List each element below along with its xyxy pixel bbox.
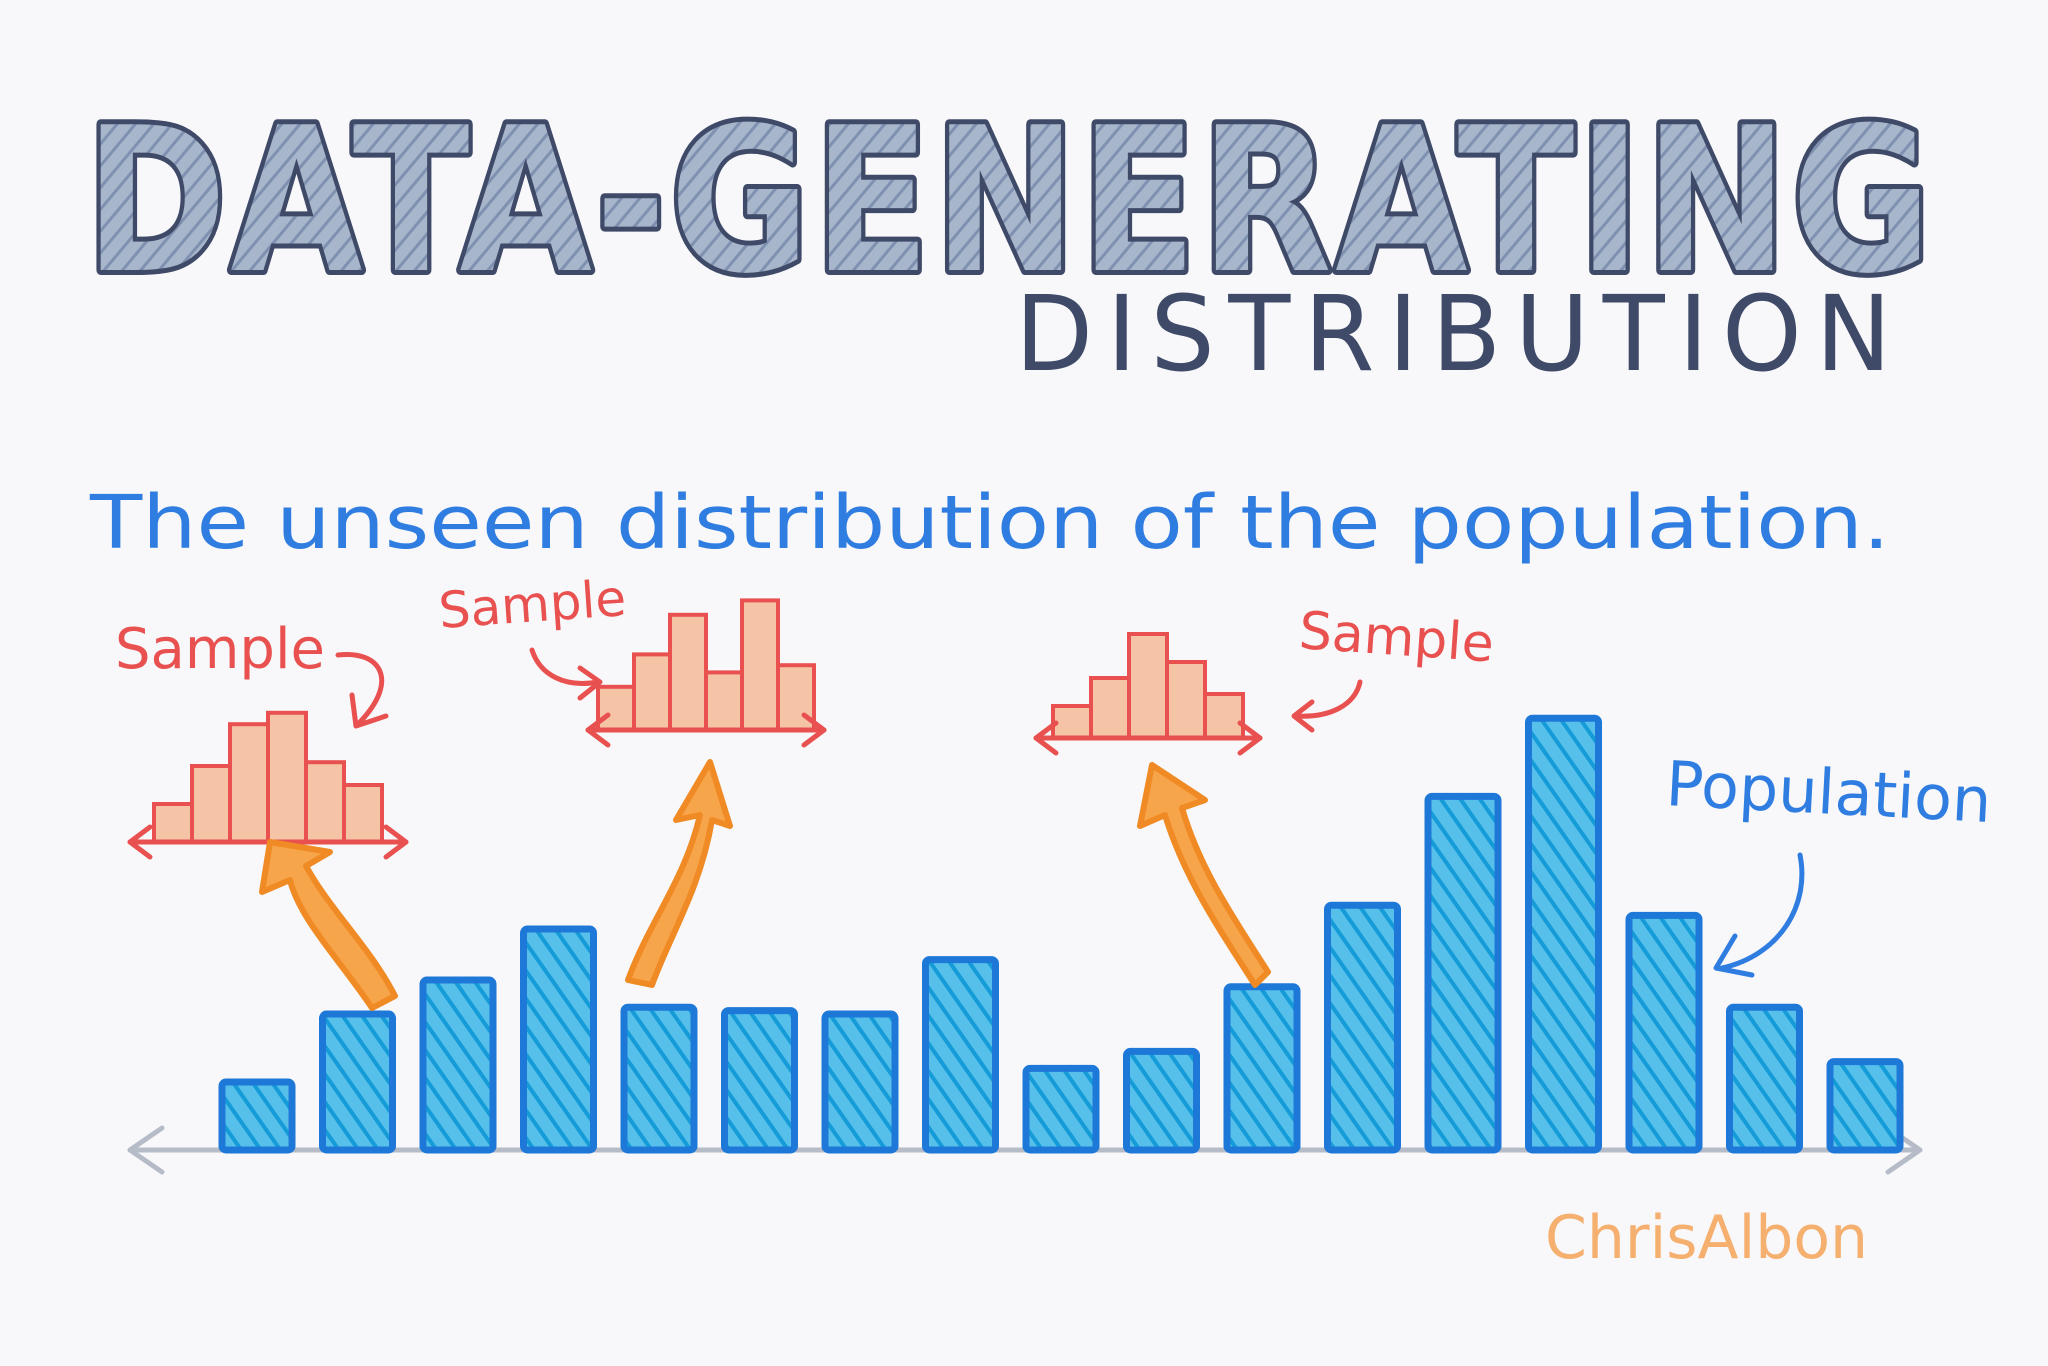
sampling-arrows — [259, 759, 1271, 1011]
sample-label-1: Sample — [115, 617, 325, 682]
sampling-arrow-1 — [259, 839, 398, 1011]
sampling-arrow-2 — [625, 759, 733, 988]
population-bar-2 — [319, 1010, 396, 1154]
sample-3-bar-4 — [1165, 660, 1207, 740]
sample-label-3: Sample — [1297, 601, 1496, 674]
sampling-arrow-3 — [1137, 762, 1271, 988]
population-bar-17 — [1826, 1058, 1904, 1154]
sample-2-bar-4 — [704, 670, 744, 733]
population-bar-11 — [1223, 983, 1301, 1154]
population-pointer — [1719, 852, 1805, 971]
population-bar-4 — [520, 925, 597, 1154]
population-bar-6 — [721, 1007, 798, 1154]
sample-2-axis-arrow-left — [585, 712, 611, 748]
population-bar-12 — [1324, 901, 1401, 1154]
sample-pointer-3-head — [1291, 699, 1315, 733]
sample-1-bar-4 — [266, 710, 308, 844]
title-main: DATA-GENERATING — [85, 85, 1935, 318]
sample-2-bar-5 — [740, 598, 780, 733]
sample-1-bar-3 — [228, 722, 270, 845]
sample-1-bar-5 — [304, 760, 346, 845]
sample-pointer-2 — [529, 647, 601, 686]
sample-histogram-1 — [127, 710, 409, 860]
population-bar-14 — [1525, 714, 1602, 1154]
population-bar-16 — [1726, 1003, 1803, 1154]
title-sub: DISTRIBUTION — [1015, 273, 1905, 395]
population-bar-15 — [1625, 911, 1703, 1154]
population-bar-3 — [419, 976, 497, 1154]
sample-label-2: Sample — [437, 569, 628, 640]
sample-1-bar-6 — [342, 783, 384, 844]
sample-3-bar-2 — [1089, 676, 1131, 740]
sample-histogram-2 — [585, 598, 827, 748]
population-bar-9 — [1022, 1064, 1100, 1154]
population-bar-13 — [1424, 792, 1502, 1154]
population-bar-1 — [218, 1078, 296, 1154]
population-bar-10 — [1123, 1047, 1200, 1154]
sample-1-bar-2 — [190, 764, 232, 844]
sample-3-bar-3 — [1127, 632, 1169, 740]
sample-3-axis-arrow-left — [1033, 720, 1059, 756]
sample-1-axis-arrow-right — [383, 824, 409, 860]
population-label: Population — [1664, 747, 1993, 837]
sample-2-bar-3 — [668, 612, 708, 732]
sample-pointer-3 — [1293, 679, 1363, 719]
sample-2-bar-2 — [632, 652, 672, 733]
author-signature: ChrisAlbon — [1545, 1203, 1868, 1273]
population-bar-7 — [821, 1010, 899, 1154]
sample-3-axis-arrow-right — [1237, 720, 1263, 756]
sample-pointer-2-head — [577, 665, 603, 701]
sample-1-bar-1 — [152, 802, 194, 844]
sample-pointer-1 — [335, 651, 384, 725]
sample-histogram-3 — [1033, 632, 1263, 756]
sample-3-bar-1 — [1051, 704, 1093, 740]
sample-2-bar-1 — [596, 684, 636, 732]
sample-pointer-1-head — [349, 692, 389, 729]
sample-3-bar-5 — [1203, 692, 1245, 740]
population-bar-8 — [922, 956, 999, 1154]
population-pointer-head — [1713, 933, 1755, 978]
subtitle: The unseen distribution of the populatio… — [89, 480, 1890, 566]
population-bars — [218, 714, 1904, 1154]
sample-1-axis-arrow-left — [127, 824, 153, 860]
sample-2-axis-arrow-right — [801, 712, 827, 748]
population-bar-5 — [620, 1003, 698, 1154]
